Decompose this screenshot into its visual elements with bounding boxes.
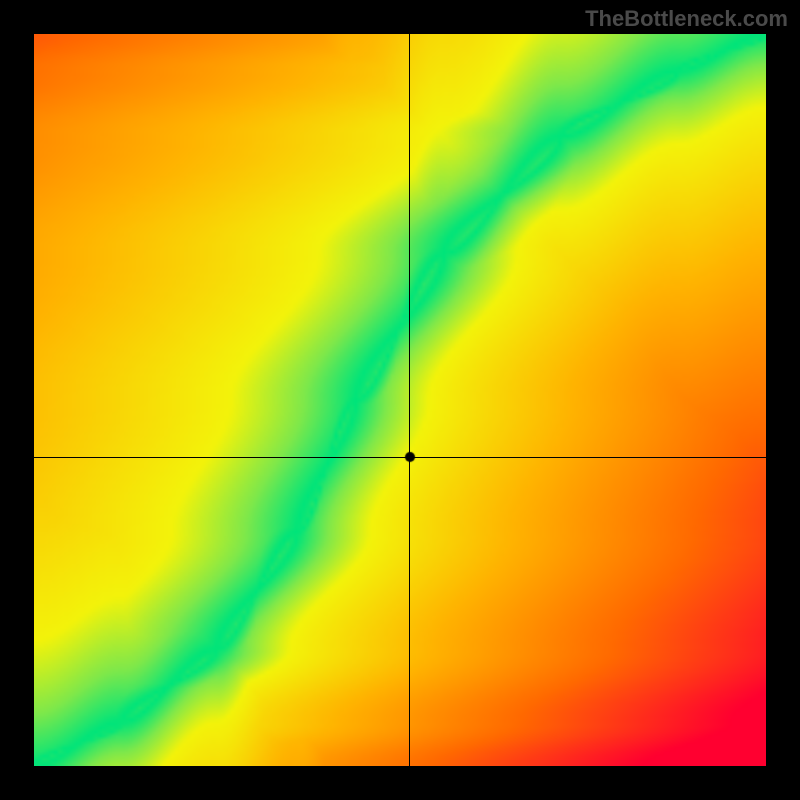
watermark-label: TheBottleneck.com	[585, 6, 788, 32]
crosshair-marker	[404, 451, 416, 463]
bottleneck-heatmap	[34, 34, 766, 766]
crosshair-vertical	[409, 34, 410, 766]
crosshair-horizontal	[34, 457, 766, 458]
